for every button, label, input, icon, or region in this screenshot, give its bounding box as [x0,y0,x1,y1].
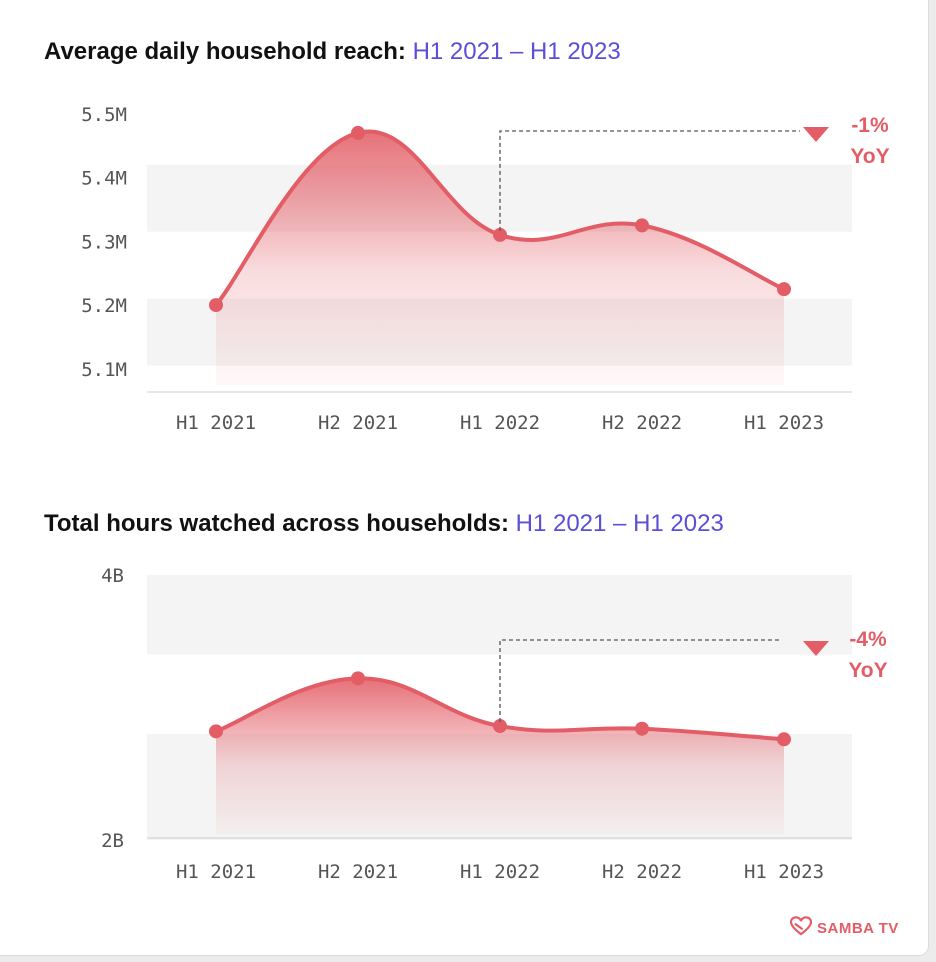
chart-title-household-reach: Average daily household reach: H1 2021 –… [44,38,621,66]
yoy-label: YoY [848,659,887,682]
yoy-change: -4% [849,628,887,651]
y-tick-label: 5.4M [81,168,127,190]
x-tick-label: H1 2023 [744,861,824,883]
hours-watched-chart: 2B 4B H1 2021 H2 2021 H1 2022 H2 2022 H1 2023 -… [101,565,888,883]
data-point [351,671,365,686]
data-point [493,719,507,734]
y-tick-label: 5.2M [81,295,127,317]
data-point [351,125,365,140]
data-point [635,218,649,233]
data-point [493,227,507,242]
series-area [216,678,784,834]
household-reach-chart: 5.1M 5.2M 5.3M 5.4M 5.5M H1 2021 H2 2021 H1 202… [81,104,889,434]
x-tick-label: H1 2022 [460,861,540,883]
y-tick-label: 2B [101,830,124,852]
chart-title-text: Total hours watched across households: [44,510,509,537]
data-point [209,298,223,313]
x-tick-label: H2 2021 [318,412,398,434]
data-point [777,282,791,297]
x-tick-label: H2 2021 [318,861,398,883]
chart-title-text: Average daily household reach: [44,38,406,65]
yoy-connector [499,130,800,231]
heart-icon [789,916,813,941]
chart-title-hours-watched: Total hours watched across households: H… [44,510,724,538]
data-point [209,724,223,739]
data-point [635,721,649,736]
data-point [777,732,791,747]
samba-tv-logo: SAMBA TV [789,916,899,941]
down-arrow-icon [803,127,829,142]
series-area [216,131,784,385]
y-tick-label: 4B [101,565,124,587]
x-tick-label: H1 2022 [460,412,540,434]
x-tick-label: H1 2021 [176,412,256,434]
yoy-change: -1% [851,114,889,137]
series-line [214,129,786,308]
x-tick-label: H1 2021 [176,861,256,883]
y-tick-label: 5.3M [81,231,127,253]
chart-title-period: H1 2021 – H1 2023 [515,510,724,537]
x-tick-label: H2 2022 [602,861,682,883]
down-arrow-icon [803,641,829,656]
yoy-label: YoY [850,145,889,168]
x-tick-label: H2 2022 [602,412,682,434]
chart-title-period: H1 2021 – H1 2023 [412,38,621,65]
y-tick-label: 5.1M [81,359,127,381]
x-tick-label: H1 2023 [744,412,824,434]
y-tick-label: 5.5M [81,104,127,126]
brand-name: SAMBA TV [817,920,899,937]
